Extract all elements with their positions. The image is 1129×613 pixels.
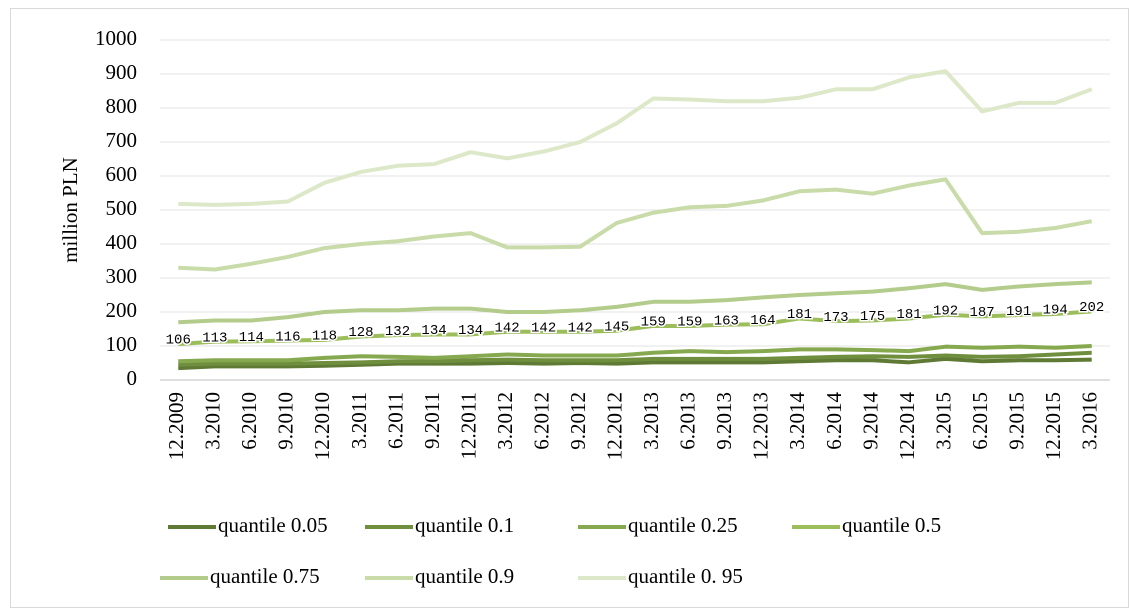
x-tick-label: 12.2013 (749, 392, 773, 460)
data-label: 142 (568, 320, 593, 336)
x-tick-label: 12.2015 (1041, 392, 1065, 460)
data-label: 175 (860, 309, 885, 325)
data-label: 145 (604, 319, 629, 335)
x-tick-label: 3.2012 (493, 392, 517, 450)
legend-label: quantile 0.5 (842, 513, 941, 537)
data-label: 163 (714, 313, 739, 329)
x-tick-label: 9.2015 (1004, 392, 1028, 450)
y-tick-label: 1000 (95, 26, 137, 50)
data-label: 118 (312, 329, 337, 345)
x-tick-label: 3.2015 (931, 392, 955, 450)
x-tick-label: 9.2012 (566, 392, 590, 450)
x-tick-label: 12.2010 (310, 392, 334, 460)
data-label: 142 (495, 320, 520, 336)
legend-label: quantile 0.75 (210, 564, 320, 588)
data-label: 114 (239, 330, 264, 346)
data-label: 116 (275, 329, 300, 345)
data-label: 181 (787, 307, 812, 323)
x-tick-label: 12.2011 (456, 392, 480, 459)
data-label: 181 (896, 307, 921, 323)
legend-label: quantile 0. 95 (628, 564, 743, 588)
x-tick-label: 6.2010 (237, 392, 261, 450)
legend-label: quantile 0.25 (628, 513, 738, 537)
x-tick-label: 3.2011 (347, 392, 371, 449)
y-tick-label: 100 (106, 332, 138, 356)
data-label: 173 (823, 310, 848, 326)
data-label: 187 (970, 305, 995, 321)
x-tick-label: 3.2013 (639, 392, 663, 450)
legend-label: quantile 0.1 (415, 513, 514, 537)
x-tick-label: 3.2010 (201, 392, 225, 450)
legend-label: quantile 0.9 (415, 564, 514, 588)
data-label: 132 (385, 324, 410, 340)
series-line (178, 280, 1092, 325)
x-tick-label: 6.2013 (676, 392, 700, 450)
data-label: 191 (1006, 304, 1031, 320)
series-line (178, 177, 1093, 272)
x-tick-label: 9.2013 (712, 392, 736, 450)
x-tick-label: 6.2015 (968, 392, 992, 450)
y-tick-label: 600 (106, 162, 138, 186)
data-label: 159 (677, 315, 702, 331)
data-label: 142 (531, 320, 556, 336)
x-tick-label: 9.2014 (858, 392, 882, 450)
chart-border (10, 8, 1129, 608)
x-tick-label: 3.2014 (785, 392, 809, 450)
y-tick-label: 300 (106, 264, 138, 288)
x-tick-label: 12.2014 (895, 392, 919, 461)
series-line (178, 350, 1092, 367)
data-label: 128 (348, 325, 373, 341)
legend-label: quantile 0.05 (218, 513, 328, 537)
y-tick-label: 800 (106, 94, 138, 118)
x-tick-label: 6.2012 (529, 392, 553, 450)
data-label: 164 (750, 313, 775, 329)
y-tick-label: 200 (106, 298, 138, 322)
x-tick-label: 6.2014 (822, 392, 846, 450)
y-axis-title: million PLN (58, 157, 82, 263)
series-line (178, 344, 1092, 364)
y-tick-label: 500 (106, 196, 138, 220)
x-tick-label: 12.2012 (603, 392, 627, 460)
x-tick-label: 9.2011 (420, 392, 444, 449)
data-label: 194 (1043, 303, 1068, 319)
data-label: 202 (1079, 300, 1104, 316)
data-label: 192 (933, 303, 958, 319)
x-tick-label: 12.2009 (164, 392, 188, 460)
series-line (178, 69, 1093, 207)
x-tick-label: 3.2016 (1078, 392, 1102, 450)
y-tick-label: 700 (106, 128, 138, 152)
series-line (178, 356, 1092, 371)
data-label: 113 (202, 330, 227, 346)
y-tick-label: 900 (106, 60, 138, 84)
y-tick-label: 400 (106, 230, 138, 254)
x-tick-label: 9.2010 (274, 392, 298, 450)
data-label: 134 (421, 323, 446, 339)
data-label: 159 (641, 315, 666, 331)
data-label: 134 (458, 323, 483, 339)
data-label: 106 (166, 333, 191, 349)
x-tick-label: 6.2011 (383, 392, 407, 449)
series-line (178, 309, 1092, 346)
y-tick-label: 0 (127, 366, 138, 390)
